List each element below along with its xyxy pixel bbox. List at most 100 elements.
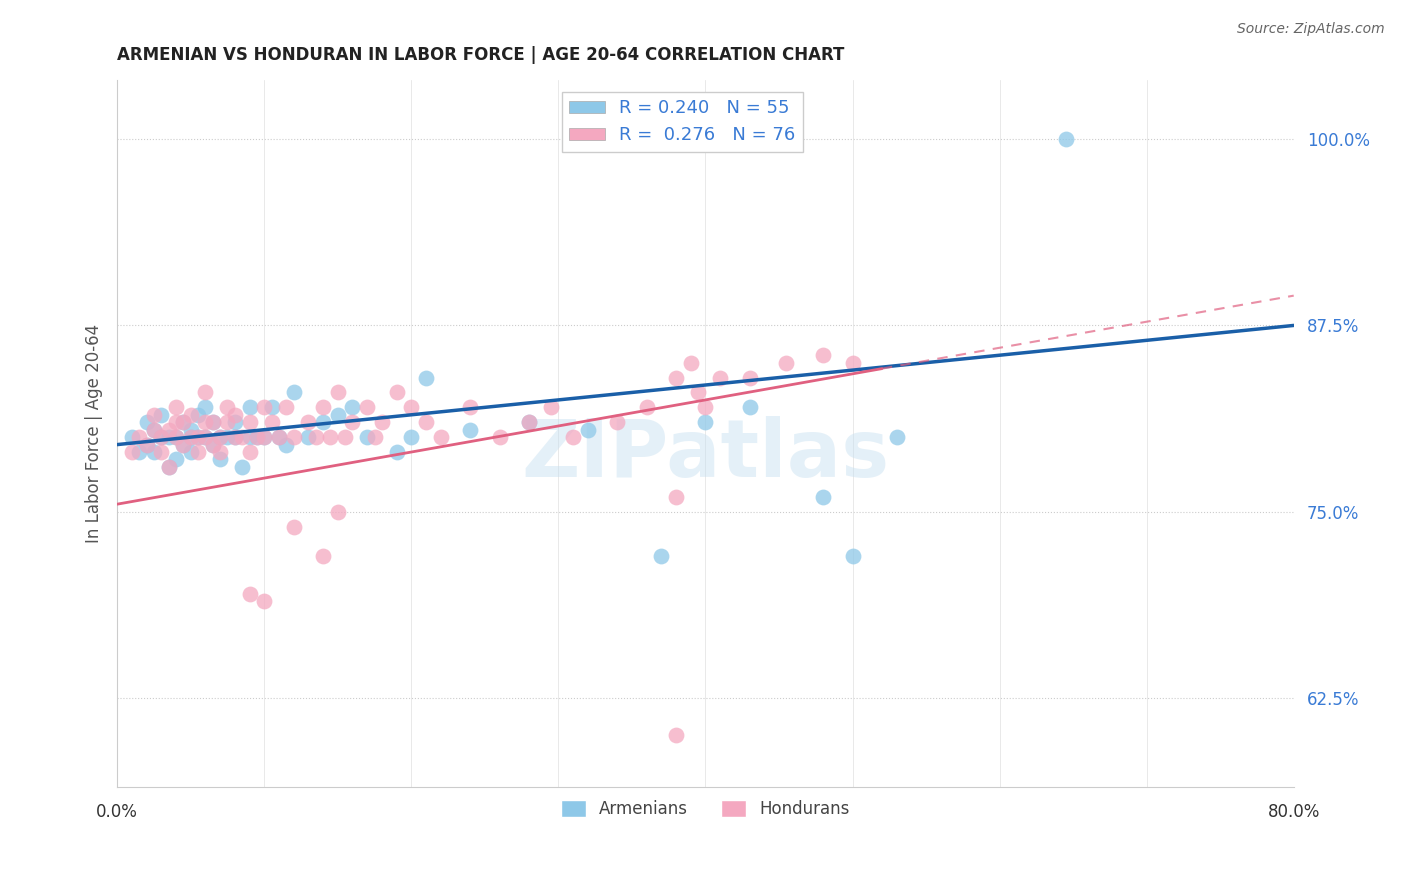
Text: ZIPatlas: ZIPatlas xyxy=(522,416,890,493)
Point xyxy=(238,445,260,459)
Point xyxy=(121,445,143,459)
Point xyxy=(172,415,194,429)
Point xyxy=(305,430,328,444)
Point xyxy=(128,445,150,459)
Point xyxy=(135,437,157,451)
Point xyxy=(253,401,276,415)
Point xyxy=(576,423,599,437)
Point xyxy=(688,385,710,400)
Point xyxy=(238,415,260,429)
Point xyxy=(172,437,194,451)
Point xyxy=(679,356,702,370)
Point xyxy=(665,490,688,504)
Point xyxy=(841,549,863,564)
Point xyxy=(342,401,364,415)
Point xyxy=(180,430,202,444)
Point xyxy=(224,430,246,444)
Point xyxy=(738,370,761,384)
Point xyxy=(150,408,173,422)
Point xyxy=(356,430,378,444)
Text: Source: ZipAtlas.com: Source: ZipAtlas.com xyxy=(1237,22,1385,37)
Point xyxy=(194,415,217,429)
Point xyxy=(415,415,437,429)
Point xyxy=(135,437,157,451)
Point xyxy=(312,401,335,415)
Point xyxy=(312,549,335,564)
Point xyxy=(209,445,232,459)
Point xyxy=(267,430,290,444)
Point xyxy=(356,401,378,415)
Point xyxy=(209,430,232,444)
Point xyxy=(231,459,253,474)
Point xyxy=(326,385,349,400)
Point xyxy=(326,505,349,519)
Point xyxy=(238,401,260,415)
Point xyxy=(458,401,481,415)
Point xyxy=(217,430,239,444)
Point xyxy=(517,415,540,429)
Point xyxy=(283,519,305,533)
Point xyxy=(562,430,585,444)
Point xyxy=(540,401,562,415)
Point xyxy=(371,415,394,429)
Point xyxy=(172,415,194,429)
Point xyxy=(201,437,224,451)
Point xyxy=(209,452,232,467)
Point xyxy=(695,415,717,429)
Point xyxy=(201,415,224,429)
Point xyxy=(180,445,202,459)
Point xyxy=(246,430,269,444)
Point xyxy=(231,430,253,444)
Point xyxy=(886,430,908,444)
Point xyxy=(841,356,863,370)
Point xyxy=(238,430,260,444)
Point xyxy=(224,430,246,444)
Point xyxy=(811,348,834,362)
Legend: Armenians, Hondurans: Armenians, Hondurans xyxy=(554,793,856,825)
Point xyxy=(187,445,209,459)
Point xyxy=(665,728,688,742)
Point xyxy=(187,430,209,444)
Point xyxy=(128,430,150,444)
Point xyxy=(326,408,349,422)
Point xyxy=(811,490,834,504)
Point xyxy=(157,459,180,474)
Point xyxy=(385,385,408,400)
Point xyxy=(297,430,319,444)
Point xyxy=(253,430,276,444)
Point xyxy=(636,401,658,415)
Point xyxy=(283,430,305,444)
Point xyxy=(709,370,731,384)
Point xyxy=(267,430,290,444)
Point xyxy=(194,401,217,415)
Point xyxy=(276,401,298,415)
Point xyxy=(157,459,180,474)
Point xyxy=(401,401,423,415)
Point xyxy=(224,415,246,429)
Point xyxy=(217,415,239,429)
Point xyxy=(180,430,202,444)
Point xyxy=(187,430,209,444)
Point xyxy=(283,385,305,400)
Point xyxy=(385,445,408,459)
Point xyxy=(121,430,143,444)
Point xyxy=(224,408,246,422)
Point xyxy=(150,445,173,459)
Point xyxy=(142,408,165,422)
Point xyxy=(297,415,319,429)
Y-axis label: In Labor Force | Age 20-64: In Labor Force | Age 20-64 xyxy=(86,324,103,543)
Point xyxy=(150,430,173,444)
Point xyxy=(342,415,364,429)
Text: ARMENIAN VS HONDURAN IN LABOR FORCE | AGE 20-64 CORRELATION CHART: ARMENIAN VS HONDURAN IN LABOR FORCE | AG… xyxy=(117,46,845,64)
Point xyxy=(458,423,481,437)
Point xyxy=(488,430,510,444)
Point xyxy=(363,430,385,444)
Point xyxy=(253,430,276,444)
Point xyxy=(135,415,157,429)
Point xyxy=(165,415,187,429)
Point xyxy=(165,430,187,444)
Point xyxy=(606,415,628,429)
Point xyxy=(429,430,451,444)
Point xyxy=(165,452,187,467)
Point xyxy=(665,370,688,384)
